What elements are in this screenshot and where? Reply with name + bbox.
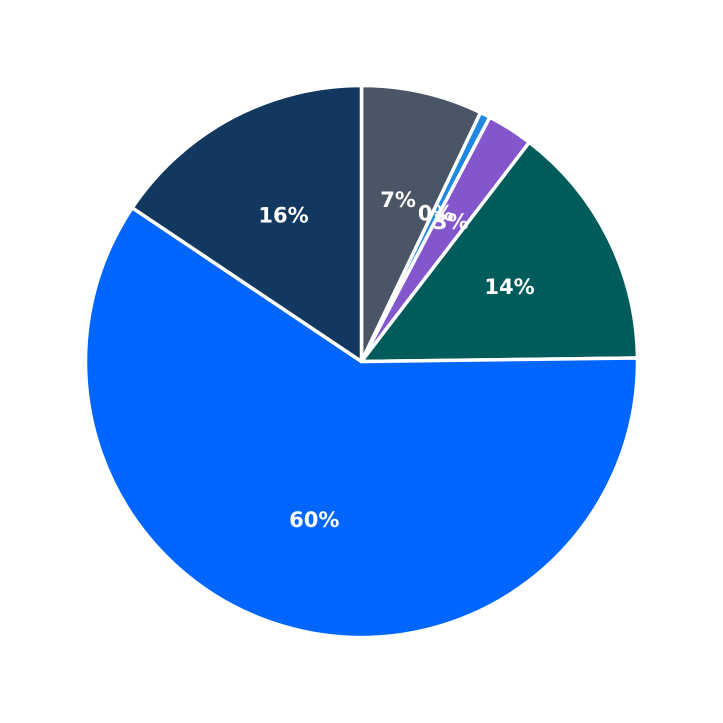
pie-slice-4 [83,206,640,640]
pie-slices [83,83,640,640]
slice-label-1: 0% [418,201,454,225]
pie-slice-3 [359,140,640,364]
pie-slice-0 [359,83,483,364]
slice-label-4: 60% [289,508,339,532]
slice-label-5: 16% [258,203,308,227]
slice-label-2: 3% [433,210,469,234]
slice-label-3: 14% [484,275,534,299]
pie-labels: 7%0%3% 14% 60% 16% [258,188,534,532]
pie-slice-5 [130,83,364,364]
slice-label-0: 7% [380,188,416,212]
